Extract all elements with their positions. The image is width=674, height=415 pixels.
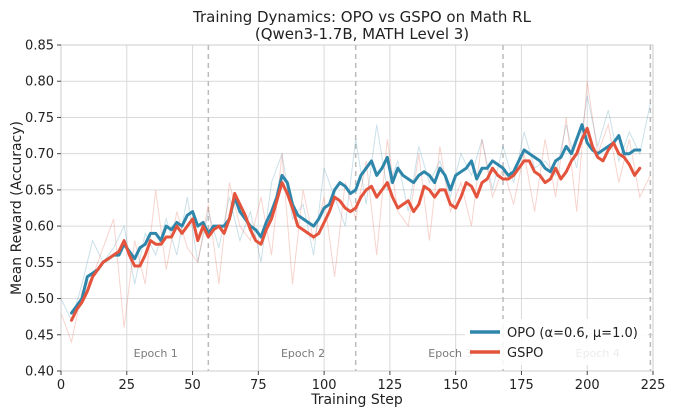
legend-box bbox=[465, 319, 648, 365]
smoothed-line-series-0 bbox=[70, 123, 642, 315]
chart-subtitle: (Qwen3-1.7B, MATH Level 3) bbox=[255, 25, 469, 43]
y-tick-label: 0.60 bbox=[25, 220, 54, 235]
smoothed-line-series-1 bbox=[70, 126, 642, 322]
x-tick-label: 200 bbox=[575, 378, 600, 393]
y-tick-label: 0.75 bbox=[25, 111, 54, 126]
axis-ticks: 0 25 50 75 100 125 150 175 200 225 0.40 0.45 0.50 0.5… bbox=[25, 39, 665, 394]
y-axis-label: Mean Reward (Accuracy) bbox=[9, 121, 25, 295]
smoothed-series bbox=[70, 123, 642, 322]
y-tick-label: 0.80 bbox=[25, 75, 54, 90]
epoch-label: Epoch 1 bbox=[134, 347, 178, 360]
epoch-label: Epoch 2 bbox=[281, 347, 325, 360]
x-tick-label: 50 bbox=[184, 378, 201, 393]
y-tick-label: 0.70 bbox=[25, 147, 54, 162]
legend-label-gspo: GSPO bbox=[507, 346, 543, 361]
y-tick-label: 0.55 bbox=[25, 256, 54, 271]
x-tick-label: 25 bbox=[119, 378, 136, 393]
y-tick-label: 0.85 bbox=[25, 39, 54, 54]
x-tick-label: 75 bbox=[250, 378, 267, 393]
y-tick-label: 0.40 bbox=[25, 365, 54, 380]
x-tick-label: 225 bbox=[641, 378, 666, 393]
x-tick-label: 150 bbox=[443, 378, 468, 393]
y-tick-label: 0.45 bbox=[25, 328, 54, 343]
legend: OPO (α=0.6, μ=1.0) GSPO bbox=[465, 319, 648, 365]
epoch-label: Epoch 3 bbox=[428, 347, 472, 360]
y-tick-label: 0.65 bbox=[25, 183, 54, 198]
x-tick-label: 175 bbox=[509, 378, 534, 393]
x-axis-label: Training Step bbox=[310, 392, 403, 408]
x-tick-label: 100 bbox=[312, 378, 337, 393]
chart-title: Training Dynamics: OPO vs GSPO on Math R… bbox=[192, 8, 532, 26]
x-tick-label: 0 bbox=[57, 378, 65, 393]
legend-label-opo: OPO (α=0.6, μ=1.0) bbox=[507, 326, 638, 341]
y-tick-label: 0.50 bbox=[25, 292, 54, 307]
x-tick-label: 125 bbox=[377, 378, 402, 393]
plot-frame bbox=[60, 44, 654, 372]
